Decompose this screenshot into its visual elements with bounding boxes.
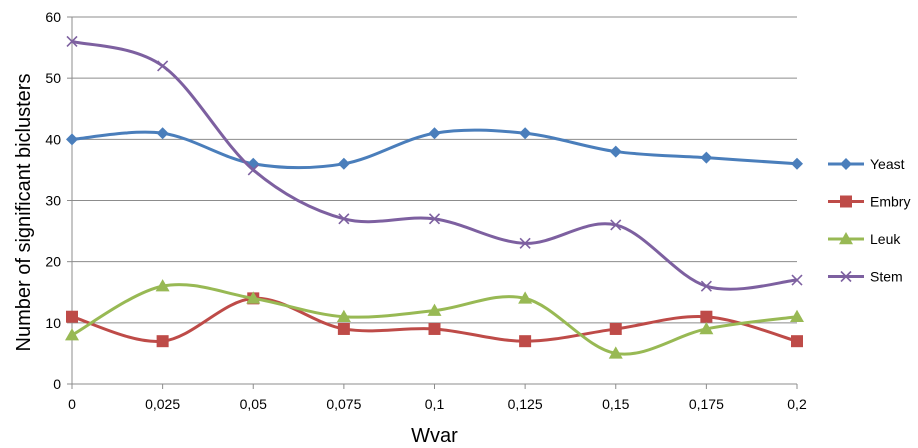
data-point-yeast — [609, 145, 622, 158]
y-tick-labels: 0 10 20 30 40 50 60 — [45, 9, 61, 392]
data-point-embry — [66, 310, 78, 323]
data-point-stem — [66, 35, 78, 48]
y-tick-label: 0 — [53, 376, 61, 392]
plot-area — [65, 35, 804, 359]
data-point-stem — [428, 213, 441, 225]
legend-item-stem: Stem — [828, 269, 903, 285]
x-tick-label: 0,175 — [689, 396, 724, 412]
y-tick-label: 60 — [45, 9, 61, 25]
data-point-leuk — [699, 321, 714, 335]
data-point-embry — [337, 322, 350, 335]
data-point-embry — [609, 322, 622, 335]
data-point-stem — [157, 60, 169, 72]
data-point-yeast — [337, 157, 350, 170]
data-point-leuk — [790, 309, 804, 322]
x-tick-labels: 0 0,025 0,05 0,075 0,1 0,125 0,15 0,175 0,2 — [68, 396, 807, 412]
x-tick-label: 0,2 — [787, 396, 807, 412]
series-line-leuk — [71, 283, 798, 356]
legend-marker — [840, 195, 852, 208]
y-tick-label: 10 — [45, 315, 61, 331]
y-tick-label: 50 — [45, 70, 61, 86]
data-point-yeast — [519, 127, 532, 140]
y-tick-label: 30 — [45, 193, 61, 209]
legend-marker — [840, 270, 852, 283]
legend-label: Stem — [870, 269, 903, 285]
legend: Yeast Embry Leuk Stem — [828, 156, 910, 285]
gridlines — [72, 16, 797, 324]
legend-item-yeast: Yeast — [828, 156, 905, 172]
data-point-leuk — [336, 309, 351, 322]
legend-item-embry: Embry — [828, 194, 910, 210]
legend-marker — [839, 232, 853, 245]
data-point-yeast — [791, 157, 803, 170]
data-point-stem — [247, 164, 259, 176]
data-point-embry — [428, 322, 441, 335]
data-point-embry — [156, 335, 169, 348]
data-point-embry — [791, 335, 803, 348]
data-point-stem — [610, 219, 622, 231]
x-axis-title: Wvar — [411, 425, 458, 447]
data-point-stem — [519, 237, 531, 249]
data-point-stem — [338, 213, 350, 225]
data-point-stem — [700, 280, 712, 292]
x-tick-label: 0,1 — [425, 396, 445, 412]
legend-marker — [840, 158, 852, 170]
legend-label: Embry — [870, 194, 910, 210]
x-tick-label: 0 — [68, 396, 76, 412]
data-point-leuk — [608, 346, 623, 359]
x-tick-label: 0,05 — [240, 396, 267, 412]
x-tick-label: 0,15 — [602, 396, 629, 412]
data-point-leuk — [427, 303, 442, 316]
y-tick-label: 40 — [45, 131, 61, 147]
data-point-yeast — [700, 151, 713, 164]
data-point-stem — [791, 274, 803, 286]
data-point-embry — [519, 335, 532, 348]
x-tick-label: 0,125 — [508, 396, 543, 412]
data-point-embry — [700, 310, 713, 323]
legend-item-leuk: Leuk — [828, 231, 901, 247]
y-tick-label: 20 — [45, 254, 61, 270]
x-tick-label: 0,025 — [145, 396, 180, 412]
data-point-leuk — [155, 279, 170, 292]
data-point-leuk — [65, 328, 79, 341]
y-axis-title: Number of significant biclusters — [13, 74, 35, 352]
data-point-leuk — [518, 291, 533, 304]
data-point-yeast — [428, 127, 441, 140]
data-point-yeast — [156, 127, 169, 140]
data-point-yeast — [66, 133, 78, 146]
x-tick-label: 0,075 — [326, 396, 361, 412]
legend-label: Yeast — [870, 156, 905, 172]
data-point-leuk — [246, 291, 261, 304]
legend-label: Leuk — [870, 231, 901, 247]
